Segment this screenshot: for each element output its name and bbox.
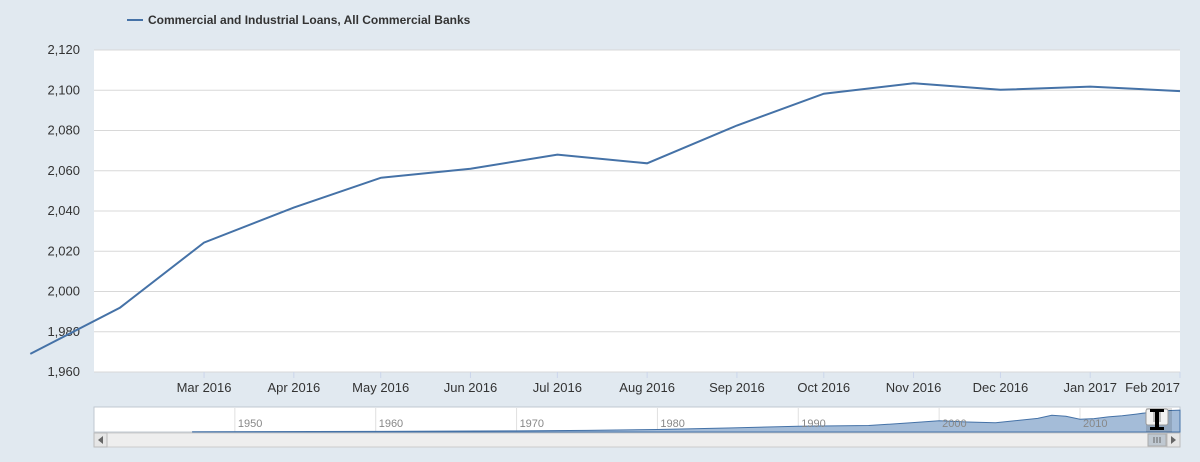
y-tick-label: 2,100 xyxy=(47,82,80,97)
y-tick-label: 2,000 xyxy=(47,284,80,299)
gridlines xyxy=(94,49,1180,373)
x-tick-label: Nov 2016 xyxy=(886,380,942,395)
chevron-left-icon xyxy=(98,436,103,444)
x-tick-label: Jan 2017 xyxy=(1063,380,1117,395)
y-tick-label: 1,980 xyxy=(47,324,80,339)
text-cursor-icon xyxy=(1150,409,1164,430)
grip-icon xyxy=(1153,437,1161,443)
navigator-year-label: 1950 xyxy=(238,418,262,430)
scrollbar-track[interactable] xyxy=(93,432,1181,448)
chevron-right-icon xyxy=(1171,436,1176,444)
y-tick-label: 2,080 xyxy=(47,123,80,138)
x-tick-label: May 2016 xyxy=(352,380,409,395)
x-axis-tick-labels: Mar 2016 Apr 2016 May 2016 Jun 2016 Jul 2016… xyxy=(177,372,1181,395)
navigator-year-label: 1960 xyxy=(379,418,403,430)
x-tick-label: Mar 2016 xyxy=(177,380,232,395)
y-axis-tick-labels: 1,960 1,980 2,000 2,020 2,040 2,060 2,080 2,100… xyxy=(47,42,80,379)
x-tick-label: Sep 2016 xyxy=(709,380,765,395)
legend-label[interactable]: Commercial and Industrial Loans, All Com… xyxy=(148,13,471,27)
legend[interactable]: Commercial and Industrial Loans, All Com… xyxy=(127,13,471,27)
y-tick-label: 2,060 xyxy=(47,163,80,178)
navigator-year-label: 1980 xyxy=(660,418,684,430)
navigator-year-label: 1990 xyxy=(801,418,825,430)
x-tick-label: Jul 2016 xyxy=(533,380,582,395)
series-line xyxy=(29,82,1181,355)
navigator-year-label: 1970 xyxy=(520,418,544,430)
y-tick-label: 2,040 xyxy=(47,203,80,218)
navigator[interactable]: 1950 1960 1970 1980 1990 2000 2010 xyxy=(93,406,1181,433)
navigator-year-label: 2000 xyxy=(942,418,966,430)
scrollbar[interactable] xyxy=(93,432,1181,448)
navigator-labels: 1950 1960 1970 1980 1990 2000 2010 xyxy=(238,418,1108,430)
y-tick-label: 2,020 xyxy=(47,243,80,258)
y-tick-label: 1,960 xyxy=(47,364,80,379)
x-tick-label: Aug 2016 xyxy=(619,380,675,395)
x-tick-label: Apr 2016 xyxy=(267,380,320,395)
x-tick-label: Feb 2017 xyxy=(1125,380,1180,395)
x-tick-label: Jun 2016 xyxy=(444,380,498,395)
x-tick-label: Dec 2016 xyxy=(973,380,1029,395)
y-tick-label: 2,120 xyxy=(47,42,80,57)
navigator-year-label: 2010 xyxy=(1083,418,1107,430)
x-tick-label: Oct 2016 xyxy=(797,380,850,395)
